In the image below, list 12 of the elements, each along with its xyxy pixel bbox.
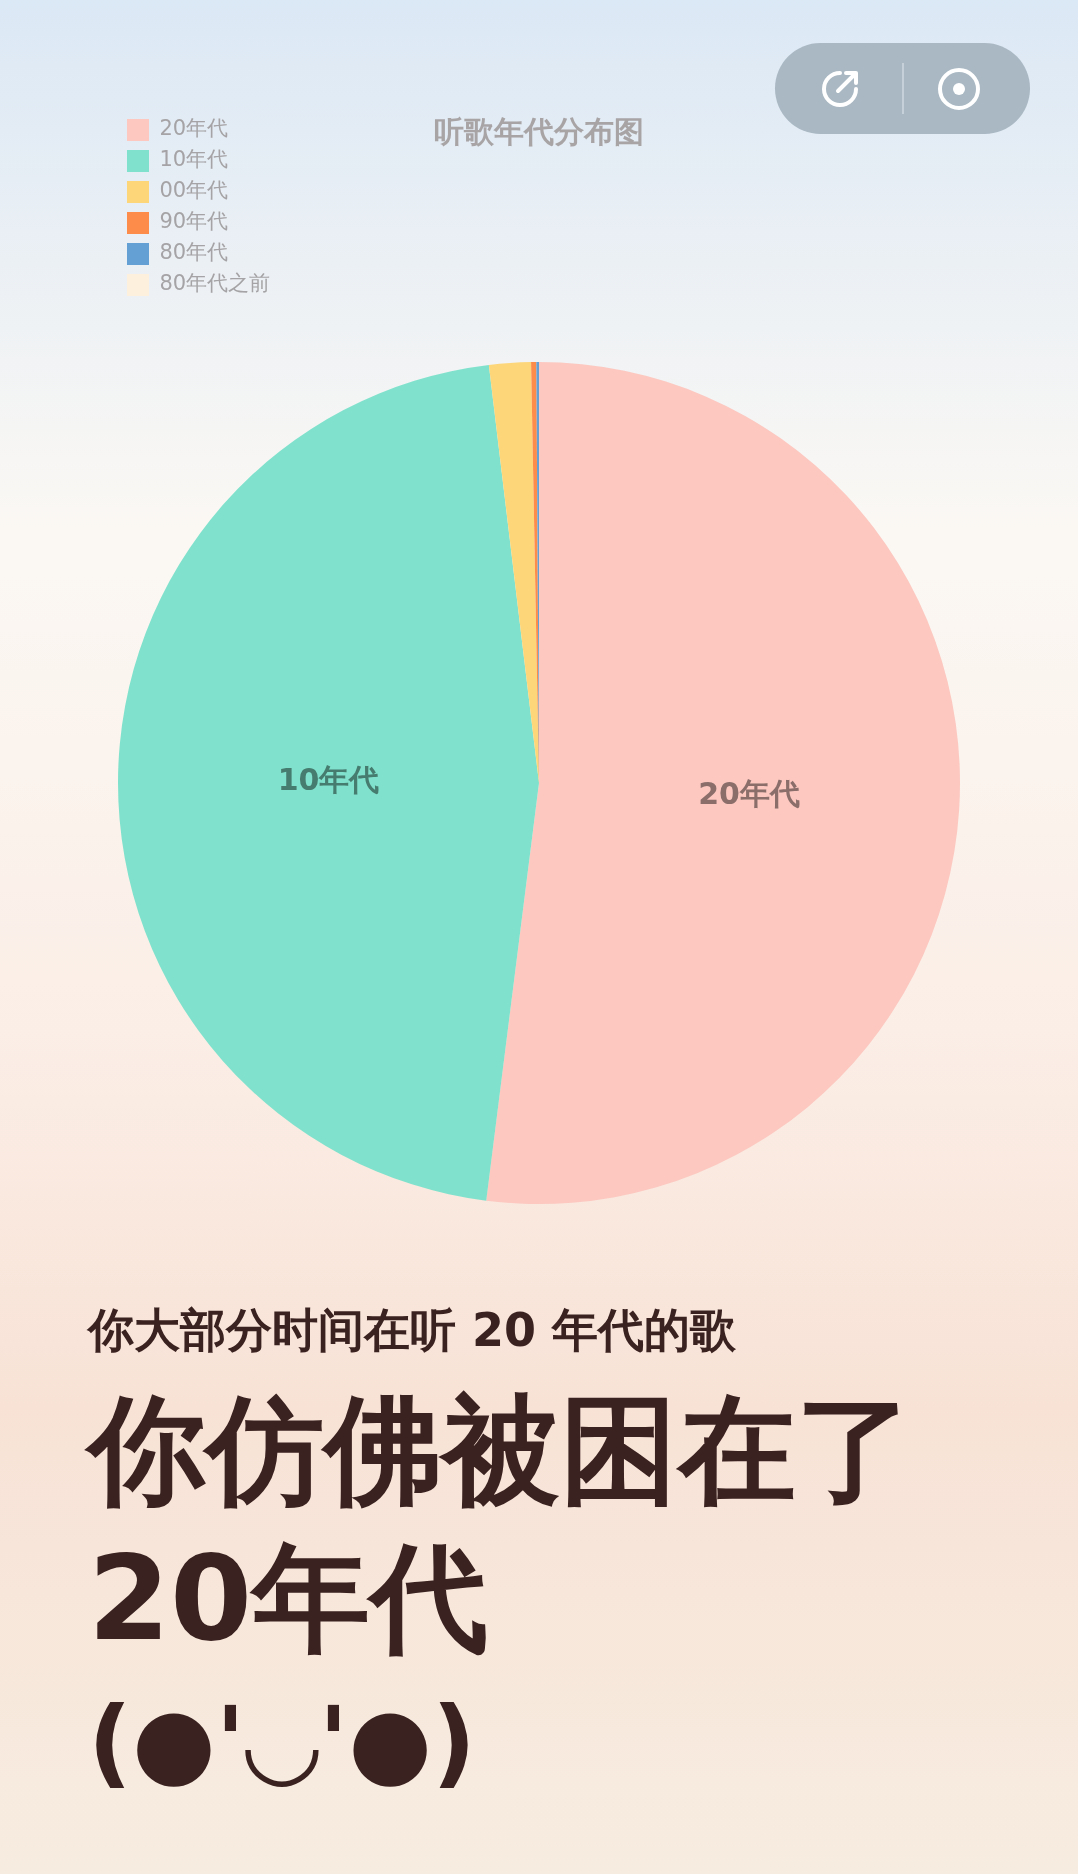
legend-label: 10年代: [159, 147, 229, 172]
legend-label: 80年代之前: [159, 271, 271, 296]
slice-label: 10年代: [277, 762, 380, 798]
legend-label: 90年代: [159, 209, 229, 234]
legend-label: 00年代: [159, 178, 229, 203]
legend-label: 80年代: [159, 240, 229, 265]
text: 你大部分时间在听 20 年代的歌: [88, 1302, 738, 1359]
chart-title: 听歌年代分布图: [434, 114, 644, 149]
text: (●'◡'●): [88, 1685, 477, 1800]
text: 20年代: [88, 1528, 490, 1669]
legend-label: 20年代: [159, 116, 229, 141]
slice-label: 20年代: [698, 776, 800, 812]
